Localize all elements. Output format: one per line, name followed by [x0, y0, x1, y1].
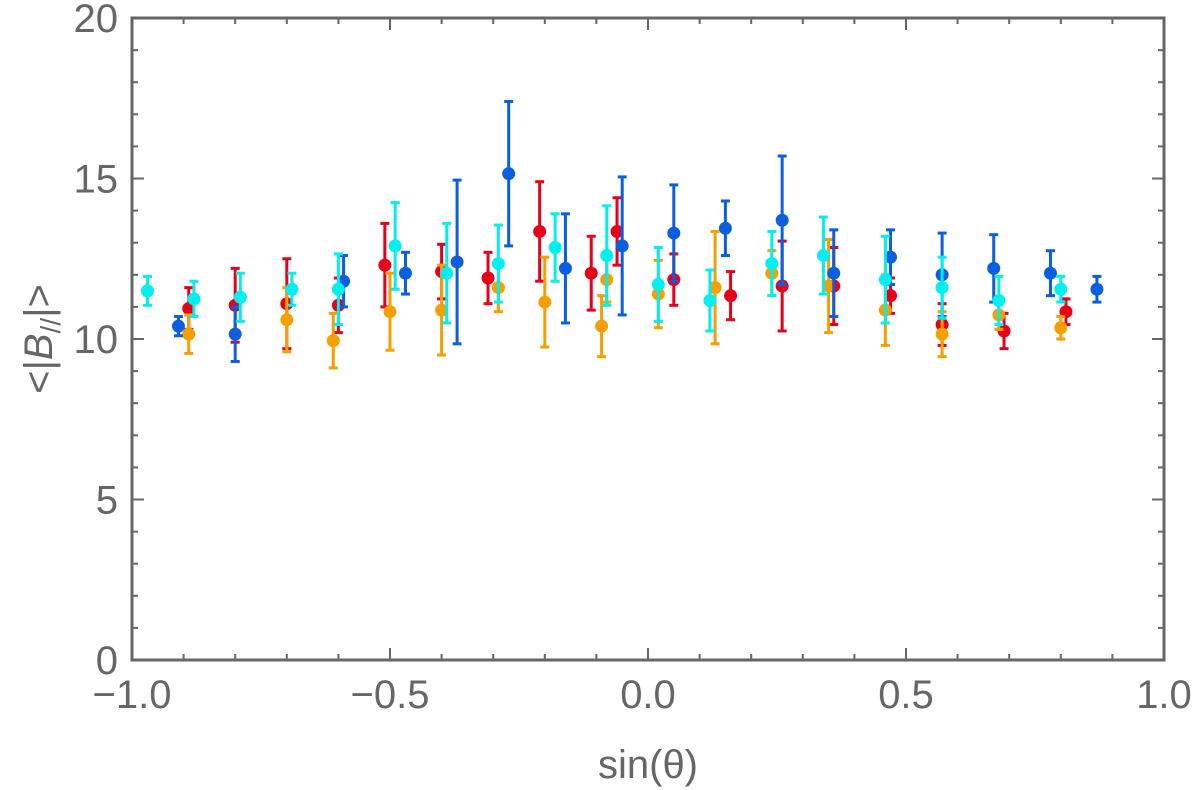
plot-frame — [130, 16, 1166, 662]
y-tick-label: 5 — [96, 479, 118, 523]
data-point — [388, 239, 402, 253]
data-point — [331, 282, 345, 296]
y-label-italic: B — [17, 333, 61, 360]
data-point — [822, 279, 836, 293]
x-tick-label: 1.0 — [1136, 673, 1192, 717]
y-axis-label: <|B//|> — [17, 284, 66, 394]
data-point — [724, 289, 738, 303]
series-blue — [171, 99, 1104, 363]
x-tick-label: −0.5 — [351, 673, 430, 717]
data-point — [708, 281, 722, 295]
data-point — [435, 303, 449, 317]
data-point — [481, 271, 495, 285]
data-point — [491, 257, 505, 271]
data-point — [992, 293, 1006, 307]
data-point — [1054, 282, 1068, 296]
data-point — [378, 258, 392, 272]
y-label-prefix: <| — [17, 360, 61, 394]
series-cyan — [140, 201, 1068, 333]
data-point — [1054, 321, 1068, 335]
data-point — [775, 279, 789, 293]
y-label-suffix: |> — [17, 284, 61, 318]
data-point — [548, 241, 562, 255]
data-point — [558, 261, 572, 275]
data-point — [182, 302, 196, 316]
y-tick-label: 10 — [74, 318, 119, 362]
series-orange — [182, 229, 1068, 370]
data-point — [718, 221, 732, 235]
tick-labels-layer: −1.0 −0.5 0.0 0.5 1.0 0 5 10 15 20 — [74, 0, 1192, 717]
data-point — [816, 249, 830, 263]
y-label-subscript: // — [35, 318, 66, 334]
data-point — [502, 167, 516, 181]
x-axis-label: sin(θ) — [598, 743, 698, 787]
data-point — [182, 327, 196, 341]
data-point — [615, 239, 629, 253]
data-point — [450, 255, 464, 269]
data-point — [228, 327, 242, 341]
data-point — [595, 319, 609, 333]
x-tick-label: 0.0 — [620, 673, 676, 717]
y-tick-label: 0 — [96, 639, 118, 683]
data-point — [326, 334, 340, 348]
x-tick-label: −1.0 — [93, 673, 172, 717]
data-point — [765, 257, 779, 271]
data-point — [280, 313, 294, 327]
data-point — [935, 327, 949, 341]
data-point — [610, 224, 624, 238]
data-point — [440, 266, 454, 280]
data-point — [538, 295, 552, 309]
data-point — [383, 305, 397, 319]
data-point — [884, 289, 898, 303]
y-tick-label: 20 — [74, 0, 119, 41]
data-point — [398, 266, 412, 280]
data-point — [651, 277, 665, 291]
data-point — [987, 261, 1001, 275]
data-point — [1090, 282, 1104, 296]
data-point — [533, 224, 547, 238]
y-tick-label: 15 — [74, 158, 119, 202]
data-point — [775, 213, 789, 227]
data-point — [171, 319, 185, 333]
data-point — [1059, 305, 1073, 319]
data-point — [884, 250, 898, 264]
data-point — [600, 249, 614, 263]
x-tick-label: 0.5 — [878, 673, 934, 717]
data-point — [1043, 266, 1057, 280]
data-point — [878, 273, 892, 287]
data-point — [997, 324, 1011, 338]
data-point — [584, 266, 598, 280]
series-red — [182, 180, 1073, 351]
data-point — [935, 281, 949, 295]
data-point — [667, 226, 681, 240]
data-layer — [140, 99, 1104, 370]
data-point — [187, 292, 201, 306]
data-point — [140, 284, 154, 298]
data-point — [827, 266, 841, 280]
data-point — [233, 290, 247, 304]
data-point — [703, 293, 717, 307]
data-point — [285, 282, 299, 296]
